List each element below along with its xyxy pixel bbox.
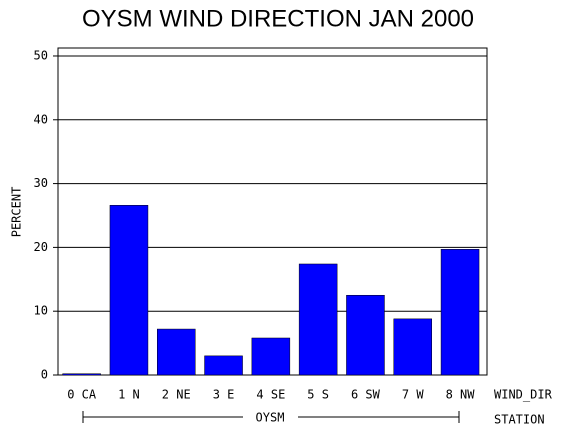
y-tick-label: 30 [34,176,48,190]
group-label: OYSM [256,411,285,425]
x-tick-label: 5 S [307,388,329,402]
y-tick-label: 10 [34,304,48,318]
bar [346,294,385,376]
x-tick-label: 3 E [213,388,235,402]
bar [62,373,101,376]
y-axis-label: PERCENT [10,187,24,238]
bar [251,337,291,376]
x-tick-label: 7 W [402,388,424,402]
x-tick-label: 0 CA [67,388,97,402]
x-tick-label: 2 NE [162,388,191,402]
bar [204,355,243,376]
y-tick-label: 50 [34,48,48,62]
bar [109,205,149,376]
x-axis-label: WIND_DIR [494,388,553,402]
y-tick-label: 40 [34,112,48,126]
x-tick-label: 4 SE [256,388,285,402]
bar [440,249,480,376]
x-tick-label: 6 SW [351,388,381,402]
bar [298,263,338,376]
group-axis-label: STATION [494,413,545,427]
bar [393,318,432,376]
y-tick-label: 0 [41,368,48,382]
y-tick-label: 20 [34,240,48,254]
bar [157,328,196,376]
chart-title: OYSM WIND DIRECTION JAN 2000 [82,5,474,32]
x-tick-label: 1 N [118,388,140,402]
x-tick-label: 8 NW [446,388,476,402]
